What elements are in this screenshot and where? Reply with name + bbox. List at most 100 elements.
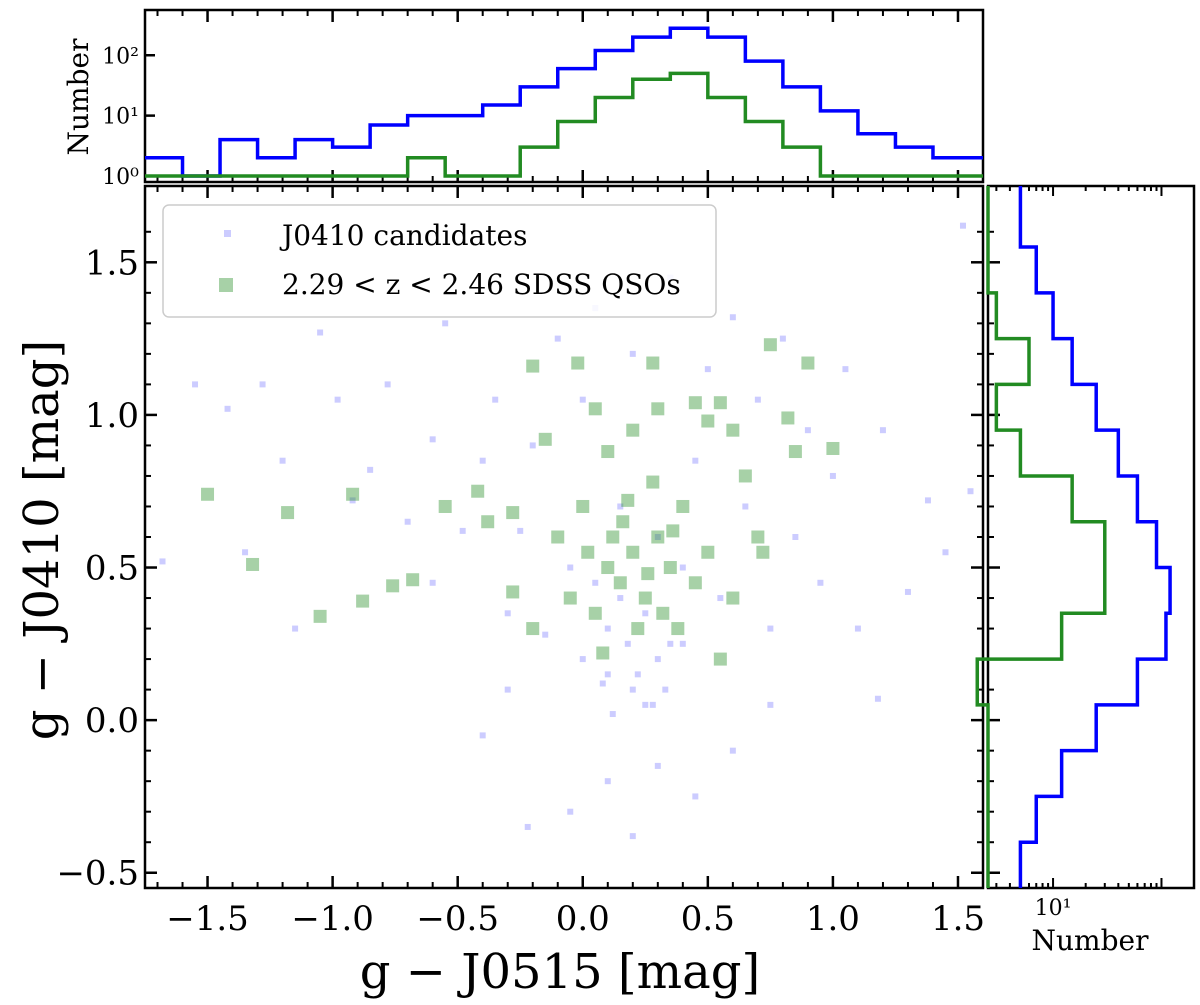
top-histogram-steps [145, 26, 983, 178]
x-axis-label: g − J0515 [mag] [360, 944, 760, 1000]
right-x-tick-label: 10¹ [1035, 896, 1072, 921]
qso-point [606, 530, 620, 544]
right-histogram-frame [986, 184, 1196, 890]
candidate-point [224, 405, 231, 412]
candidate-point [879, 427, 886, 434]
candidate-point [554, 335, 561, 342]
top-hist-qsos [145, 71, 983, 178]
qso-point [551, 530, 565, 544]
qso-point [646, 356, 660, 370]
x-tick-labels: −1.5 −1.0 −0.5 0.0 0.5 1.0 1.5 [166, 899, 985, 939]
y-tick-label: 0.5 [85, 549, 139, 589]
legend: J0410 candidates 2.29 < z < 2.46 SDSS QS… [162, 204, 717, 318]
qso-point [701, 414, 715, 428]
candidate-point [429, 579, 436, 586]
qso-point [726, 423, 740, 437]
qso-point [563, 591, 577, 605]
candidate-point [334, 396, 341, 403]
y-tick-labels: −0.5 0.0 0.5 1.0 1.5 [56, 243, 139, 893]
right-hist-qsos [975, 186, 1107, 888]
candidate-point [579, 396, 586, 403]
qso-point [751, 530, 765, 544]
qso-point [588, 402, 602, 416]
candidate-point [729, 747, 736, 754]
top-y-tick-label: 10⁰ [102, 165, 139, 190]
qso-point [656, 606, 670, 620]
candidate-point [349, 497, 356, 504]
candidate-point [504, 686, 511, 693]
candidate-point [609, 711, 616, 718]
candidate-point [617, 503, 624, 510]
candidate-point [604, 778, 611, 785]
x-tick-label: −0.5 [416, 899, 499, 939]
qso-point [646, 475, 660, 489]
qso-point [663, 561, 677, 575]
qso-point [738, 469, 752, 483]
candidate-point [654, 762, 661, 769]
candidate-point [804, 427, 811, 434]
qso-point [386, 579, 400, 593]
y-tick-label: 1.5 [85, 243, 139, 283]
candidate-point [667, 640, 674, 647]
qso-point [651, 530, 665, 544]
legend-marker-candidates [224, 230, 231, 237]
candidate-point [567, 808, 574, 815]
qso-point [641, 567, 655, 581]
candidate-point [517, 527, 524, 534]
candidate-point [617, 595, 624, 602]
candidate-point [817, 579, 824, 586]
qso-point [481, 515, 495, 529]
candidate-point [679, 640, 686, 647]
qso-point [406, 573, 420, 587]
y-tick-label: 0.0 [85, 701, 139, 741]
qso-point [201, 487, 215, 501]
candidate-point [317, 329, 324, 336]
candidate-point [524, 823, 531, 830]
candidate-point [459, 527, 466, 534]
candidate-point [542, 631, 549, 638]
candidate-point [792, 534, 799, 540]
qso-point [581, 545, 595, 559]
y-tick-label: −0.5 [56, 854, 139, 894]
candidate-point [259, 381, 266, 388]
candidate-point [634, 671, 641, 678]
top-y-tick-label: 10¹ [102, 105, 139, 130]
legend-marker-qsos [219, 278, 233, 292]
qso-point [788, 445, 802, 459]
qso-point [538, 432, 552, 446]
qso-point [616, 515, 630, 529]
candidate-point [662, 686, 669, 693]
qso-point [281, 506, 295, 520]
qso-point [688, 576, 702, 590]
qso-point [438, 499, 452, 513]
qso-point [471, 484, 485, 498]
candidate-point [279, 457, 286, 464]
legend-label-qsos: 2.29 < z < 2.46 SDSS QSOs [282, 268, 681, 301]
candidate-point [904, 588, 911, 595]
qso-point [638, 591, 652, 605]
candidate-point [649, 701, 656, 708]
candidate-point [192, 381, 199, 388]
candidate-point [629, 686, 636, 693]
candidate-point [599, 680, 606, 687]
candidate-point [959, 222, 966, 229]
top-hist-candidates [145, 26, 983, 178]
candidate-point [654, 534, 661, 540]
candidate-point [717, 595, 724, 602]
top-histogram-y-tick-labels: 10⁰ 10¹ 10² [102, 44, 139, 190]
candidate-point [492, 396, 499, 403]
qso-point [726, 591, 740, 605]
candidate-point [842, 366, 849, 373]
candidate-point [384, 381, 391, 388]
candidate-point [159, 558, 166, 565]
qso-point [626, 545, 640, 559]
qso-point [346, 487, 360, 501]
qso-point [506, 506, 520, 520]
right-hist-candidates [1018, 186, 1172, 888]
scatter-ticks [145, 186, 983, 888]
qso-point [588, 606, 602, 620]
top-histogram-ticks [145, 10, 960, 182]
candidate-point [367, 466, 374, 473]
qso-point [763, 338, 777, 352]
